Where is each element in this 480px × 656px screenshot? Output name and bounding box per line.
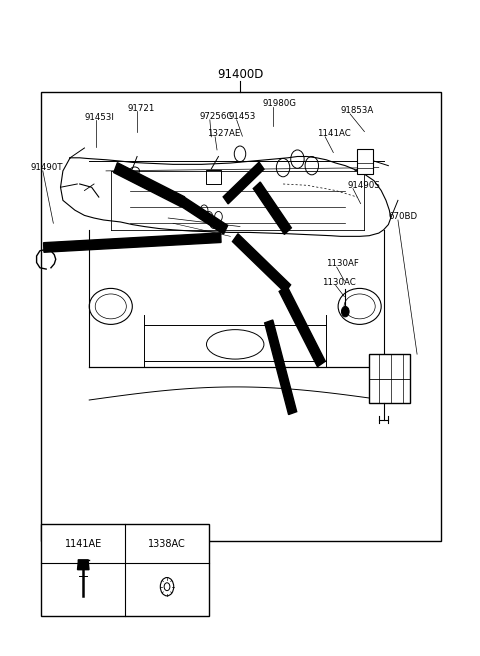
Text: 91400D: 91400D (217, 68, 263, 81)
Polygon shape (77, 560, 89, 569)
Text: 1327AE: 1327AE (207, 129, 241, 138)
Text: 91453I: 91453I (84, 113, 114, 122)
Polygon shape (114, 163, 184, 207)
Text: 670BD: 670BD (388, 213, 418, 221)
Text: 1338AC: 1338AC (148, 539, 186, 548)
Polygon shape (223, 162, 264, 204)
Text: 91980G: 91980G (262, 99, 296, 108)
Polygon shape (264, 320, 297, 415)
Bar (41, 92, 441, 541)
Circle shape (341, 306, 349, 317)
Text: 97256C: 97256C (199, 112, 233, 121)
Text: 91721: 91721 (128, 104, 155, 113)
Bar (206, 170, 221, 184)
Polygon shape (279, 286, 325, 367)
Bar (369, 354, 410, 403)
Polygon shape (44, 233, 221, 253)
Bar (41, 524, 209, 616)
Bar (357, 150, 372, 174)
Text: 91853A: 91853A (340, 106, 374, 115)
Text: 91453: 91453 (228, 112, 256, 121)
Polygon shape (253, 182, 291, 234)
Text: 91490T: 91490T (30, 163, 63, 172)
Polygon shape (232, 234, 290, 293)
Text: 1141AE: 1141AE (65, 539, 102, 548)
Text: 91490S: 91490S (347, 181, 380, 190)
Polygon shape (180, 197, 228, 234)
Text: 1130AF: 1130AF (326, 259, 359, 268)
Text: 1130AC: 1130AC (322, 277, 356, 287)
Text: 1141AC: 1141AC (317, 129, 350, 138)
